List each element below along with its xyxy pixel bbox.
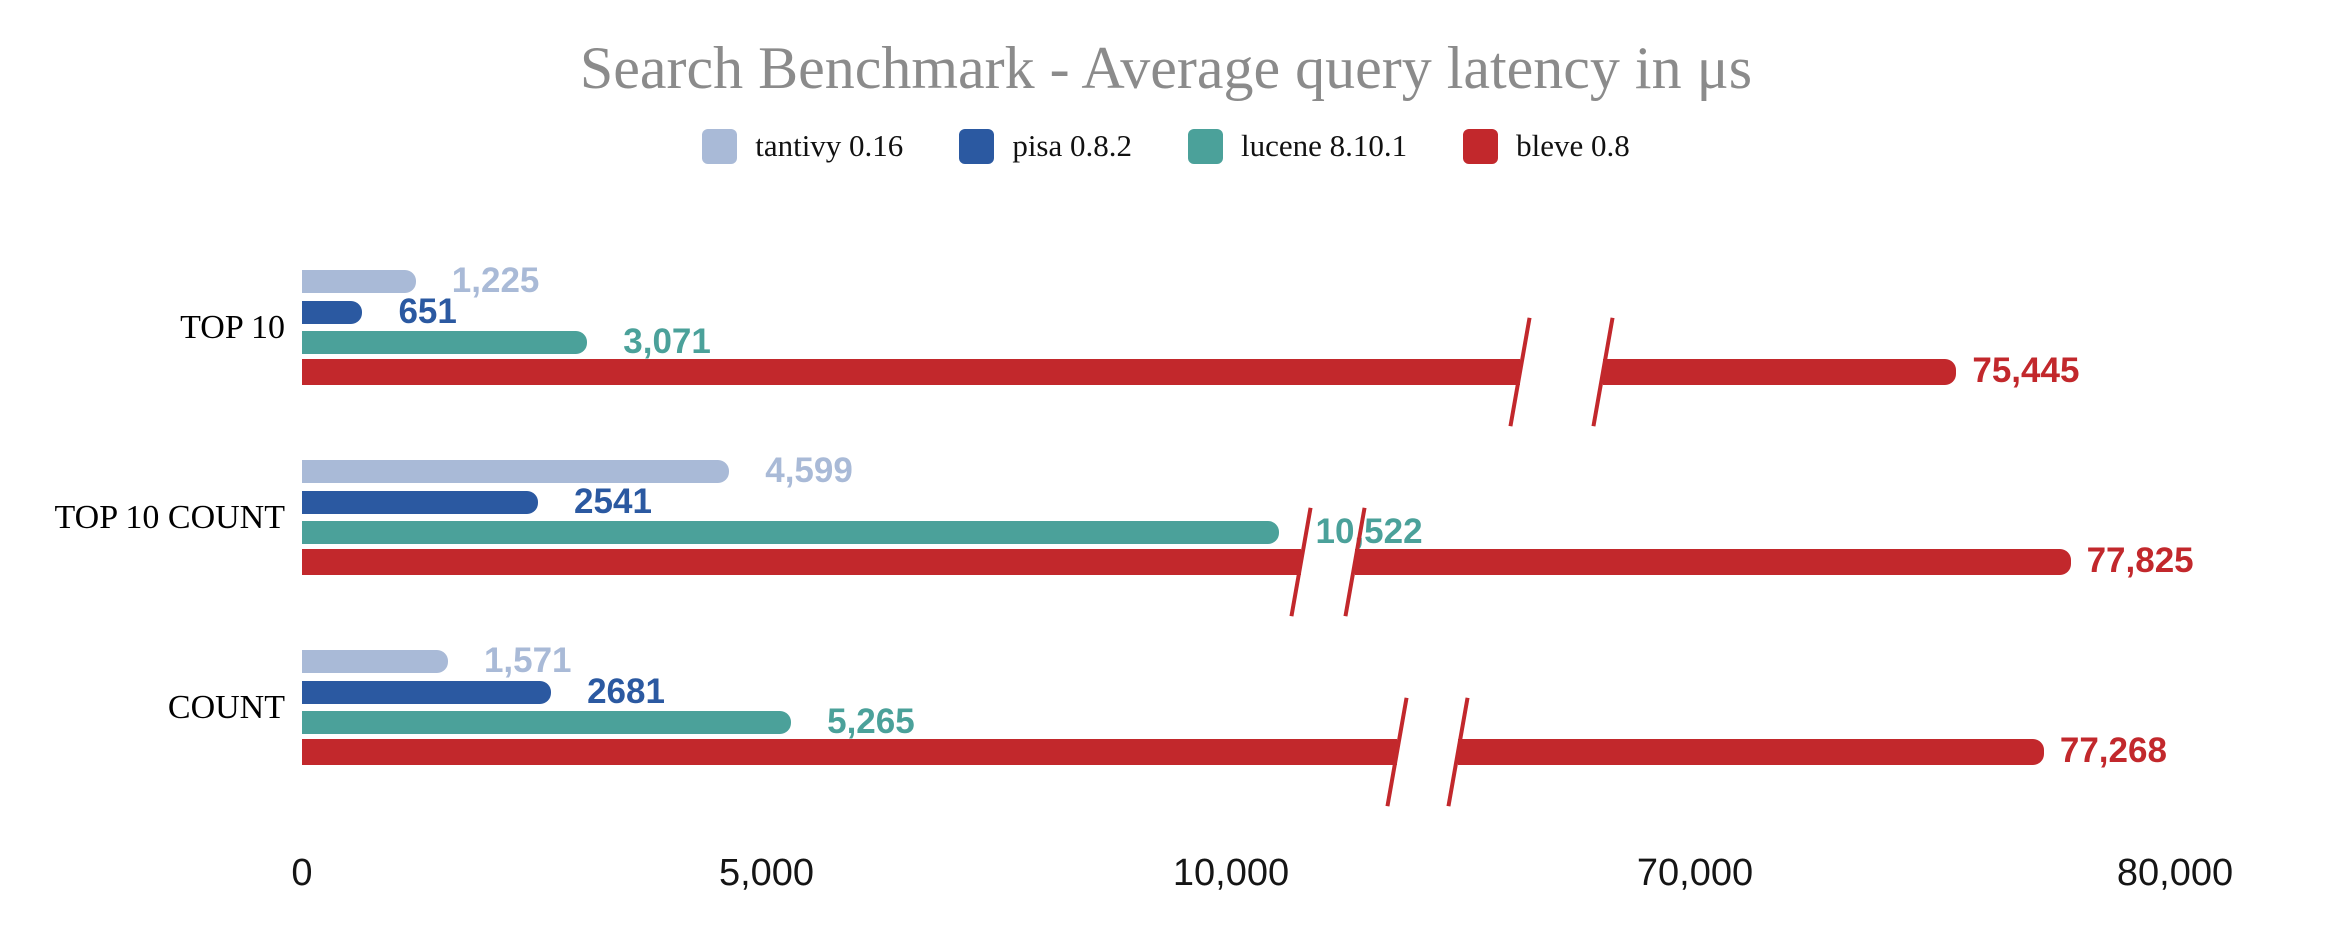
category-label: COUNT <box>167 688 285 726</box>
legend-label: bleve 0.8 <box>1516 128 1630 163</box>
legend-label: lucene 8.10.1 <box>1241 128 1408 163</box>
legend-item[interactable]: pisa 0.8.2 <box>959 128 1132 164</box>
bar <box>302 460 730 483</box>
value-label: 651 <box>398 291 457 331</box>
value-label: 5,265 <box>827 701 915 741</box>
value-label: 1,571 <box>483 640 572 680</box>
x-axis-tick-label: 0 <box>291 852 313 894</box>
bar <box>302 301 363 324</box>
bar <box>302 491 539 514</box>
value-label: 2681 <box>587 671 665 711</box>
legend-swatch-icon <box>959 128 995 164</box>
legend-label: pisa 0.8.2 <box>1012 128 1132 163</box>
legend-item[interactable]: bleve 0.8 <box>1463 128 1630 164</box>
value-label: 3,071 <box>623 321 711 361</box>
bar <box>302 521 1280 544</box>
value-label: 2541 <box>574 481 652 521</box>
value-label: 77,268 <box>2059 731 2167 771</box>
bar <box>302 650 448 673</box>
value-label: 4,599 <box>765 450 853 490</box>
legend-label: tantivy 0.16 <box>755 128 904 163</box>
value-label: 10,522 <box>1315 511 1423 551</box>
bar <box>302 270 416 293</box>
legend-item[interactable]: lucene 8.10.1 <box>1188 128 1407 164</box>
value-label: 1,225 <box>451 260 540 300</box>
bar-segment-left <box>302 739 1397 765</box>
bar-segment-right <box>1458 739 2044 765</box>
chart-title: Search Benchmark - Average query latency… <box>579 35 1753 101</box>
legend-swatch-icon <box>702 128 738 164</box>
bar-segment-right <box>1603 359 1957 385</box>
bar <box>302 681 552 704</box>
x-axis-tick-label: 10,000 <box>1172 852 1290 894</box>
legend: tantivy 0.16 pisa 0.8.2 lucene 8.10.1 bleve… <box>0 124 2332 168</box>
bar-segment-left <box>302 359 1520 385</box>
legend-swatch-icon <box>1463 128 1499 164</box>
value-label: 75,445 <box>1972 351 2080 391</box>
value-label: 77,825 <box>2086 541 2194 581</box>
category-label: TOP 10 COUNT <box>54 498 285 536</box>
x-axis-tick-label: 70,000 <box>1636 852 1754 894</box>
category-label: TOP 10 <box>180 308 285 346</box>
legend-item[interactable]: tantivy 0.16 <box>702 128 903 164</box>
x-axis-tick-label: 80,000 <box>2116 852 2234 894</box>
bar-segment-right <box>1355 549 2071 575</box>
bar-segment-left <box>302 549 1301 575</box>
legend-swatch-icon <box>1188 128 1223 164</box>
bar <box>302 711 792 734</box>
bar <box>302 331 588 354</box>
x-axis-tick-label: 5,000 <box>718 852 815 894</box>
